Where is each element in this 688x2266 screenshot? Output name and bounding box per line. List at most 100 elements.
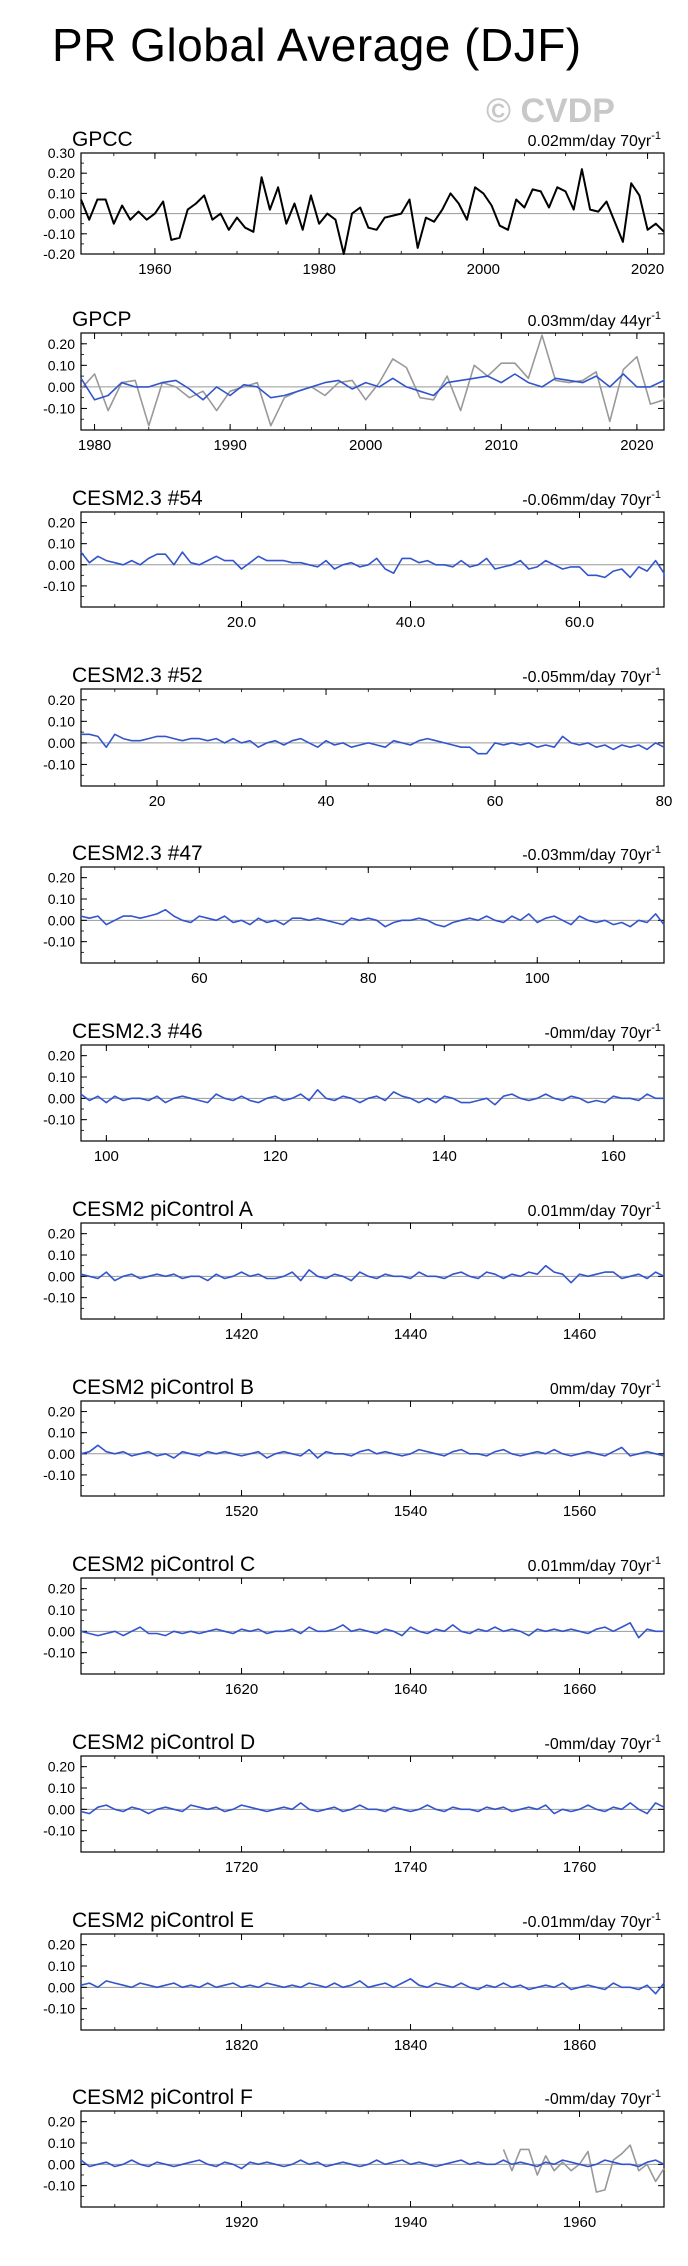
series-line-2 (80, 373, 665, 401)
y-tick-label: -0.20 (43, 246, 75, 262)
y-tick-label: 0.00 (48, 1801, 75, 1817)
cvdp-watermark: © CVDP (486, 92, 615, 130)
x-tick-label: 160 (601, 1148, 626, 1165)
x-tick-label: 1520 (225, 1503, 258, 1520)
x-tick-label: 60 (487, 793, 504, 810)
y-tick-label: -0.10 (43, 1112, 75, 1128)
x-tick-label: 80 (360, 970, 377, 987)
y-tick-label: 0.20 (48, 692, 75, 708)
trend-label: -0mm/day 70yr-1 (545, 1733, 661, 1753)
panel-cesm2-picontrol-c: CESM2 piControl C 0.01mm/day 70yr-1 0.20 0.… (43, 1553, 665, 1698)
panel-title: CESM2.3 #54 (72, 487, 203, 510)
y-tick-label: 0.10 (48, 2135, 75, 2151)
plot-frame (80, 1222, 665, 1320)
panel-gpcp: GPCP 0.03mm/day 44yr-1 0.20 0.10 0.00 -0.10 19… (43, 308, 665, 454)
panel-title: CESM2 piControl C (72, 1553, 255, 1576)
plot-frame (80, 152, 665, 255)
y-tick-label: 0.00 (48, 557, 75, 573)
x-tick-label: 1540 (394, 1503, 427, 1520)
x-tick-label: 1460 (563, 1326, 596, 1343)
x-tick-label: 20.0 (227, 614, 256, 631)
y-tick-label: 0.10 (48, 1425, 75, 1441)
x-tick-label: 1980 (302, 261, 335, 278)
panel-title: CESM2.3 #52 (72, 664, 203, 687)
y-tick-label: 0.00 (48, 1623, 75, 1639)
series-line-1 (80, 908, 665, 928)
panel-title: CESM2.3 #47 (72, 842, 203, 865)
x-tick-label: 2010 (485, 437, 518, 454)
x-tick-label: 2020 (631, 261, 664, 278)
plot-frame (80, 1755, 665, 1853)
panel-title: CESM2.3 #46 (72, 1020, 203, 1043)
page-title: PR Global Average (DJF) (52, 19, 582, 71)
y-tick-label: -0.10 (43, 2001, 75, 2017)
trend-label: 0.03mm/day 44yr-1 (528, 310, 661, 330)
trend-label: 0.01mm/day 70yr-1 (528, 1555, 661, 1575)
x-tick-label: 1560 (563, 1503, 596, 1520)
x-tick-label: 2020 (620, 437, 653, 454)
y-tick-label: 0.20 (48, 515, 75, 531)
series-line-1 (80, 1444, 665, 1459)
y-tick-label: 0.00 (48, 206, 75, 222)
x-tick-label: 1920 (225, 2214, 258, 2231)
y-tick-label: 0.20 (48, 1404, 75, 1420)
y-tick-label: -0.10 (43, 756, 75, 772)
x-tick-label: 1720 (225, 1859, 258, 1876)
y-tick-label: -0.10 (43, 934, 75, 950)
x-tick-label: 1980 (78, 437, 111, 454)
y-tick-label: 0.00 (48, 1446, 75, 1462)
y-tick-label: 0.00 (48, 1268, 75, 1284)
y-tick-label: -0.10 (43, 1823, 75, 1839)
series-line-1 (80, 551, 665, 579)
x-tick-label: 60.0 (565, 614, 594, 631)
series-line-1 (502, 2144, 665, 2193)
y-tick-label: 0.10 (48, 1780, 75, 1796)
series-line-1 (80, 168, 665, 255)
y-tick-label: 0.30 (48, 145, 75, 161)
panel-gpcc: GPCC 0.02mm/day 70yr-1 0.30 0.20 0.10 0.00 -0.… (43, 128, 665, 278)
trend-label: -0.06mm/day 70yr-1 (522, 489, 661, 509)
panel-cesm2-picontrol-e: CESM2 piControl E -0.01mm/day 70yr-1 0.20 0… (43, 1909, 665, 2054)
panel-cesm2-3-52: CESM2.3 #52 -0.05mm/day 70yr-1 0.20 0.10 0.0… (43, 664, 672, 810)
x-tick-label: 40.0 (396, 614, 425, 631)
x-tick-label: 40 (318, 793, 335, 810)
panel-cesm2-picontrol-f: CESM2 piControl F -0mm/day 70yr-1 0.20 0.10… (43, 2086, 665, 2231)
panel-title: CESM2 piControl A (72, 1198, 253, 1221)
x-tick-label: 1960 (138, 261, 171, 278)
series-line-1 (80, 1089, 664, 1106)
x-tick-label: 1840 (394, 2037, 427, 2054)
y-tick-label: -0.10 (43, 226, 75, 242)
panel-cesm2-3-47: CESM2.3 #47 -0.03mm/day 70yr-1 0.20 0.10 0.0… (43, 842, 665, 987)
plot-frame (80, 1044, 665, 1142)
trend-label: 0.01mm/day 70yr-1 (528, 1200, 661, 1220)
y-tick-label: -0.10 (43, 400, 75, 416)
x-tick-label: 120 (263, 1148, 288, 1165)
y-tick-label: 0.20 (48, 870, 75, 886)
y-tick-label: 0.20 (48, 1048, 75, 1064)
panel-title: GPCP (72, 308, 132, 331)
x-tick-label: 1960 (563, 2214, 596, 2231)
series-line-1 (80, 334, 665, 427)
y-tick-label: 0.20 (48, 1581, 75, 1597)
panel-title: CESM2 piControl E (72, 1909, 254, 1932)
y-tick-label: 0.10 (48, 185, 75, 201)
x-tick-label: 60 (191, 970, 208, 987)
x-tick-label: 2000 (349, 437, 382, 454)
plot-frame (80, 511, 665, 608)
y-tick-label: 0.20 (48, 1759, 75, 1775)
x-tick-label: 20 (149, 793, 166, 810)
panel-title: CESM2 piControl F (72, 2086, 253, 2109)
y-tick-label: 0.10 (48, 1602, 75, 1618)
y-tick-label: 0.10 (48, 1247, 75, 1263)
x-tick-label: 80 (656, 793, 673, 810)
x-tick-label: 1660 (563, 1681, 596, 1698)
y-tick-label: 0.10 (48, 1958, 75, 1974)
x-tick-label: 1820 (225, 2037, 258, 2054)
series-line-1 (81, 733, 665, 755)
x-tick-label: 100 (94, 1148, 119, 1165)
series-line-1 (80, 1622, 664, 1639)
plot-frame (80, 1577, 665, 1675)
y-tick-label: 0.00 (48, 1090, 75, 1106)
y-tick-label: 0.00 (48, 735, 75, 751)
y-tick-label: 0.20 (48, 1937, 75, 1953)
